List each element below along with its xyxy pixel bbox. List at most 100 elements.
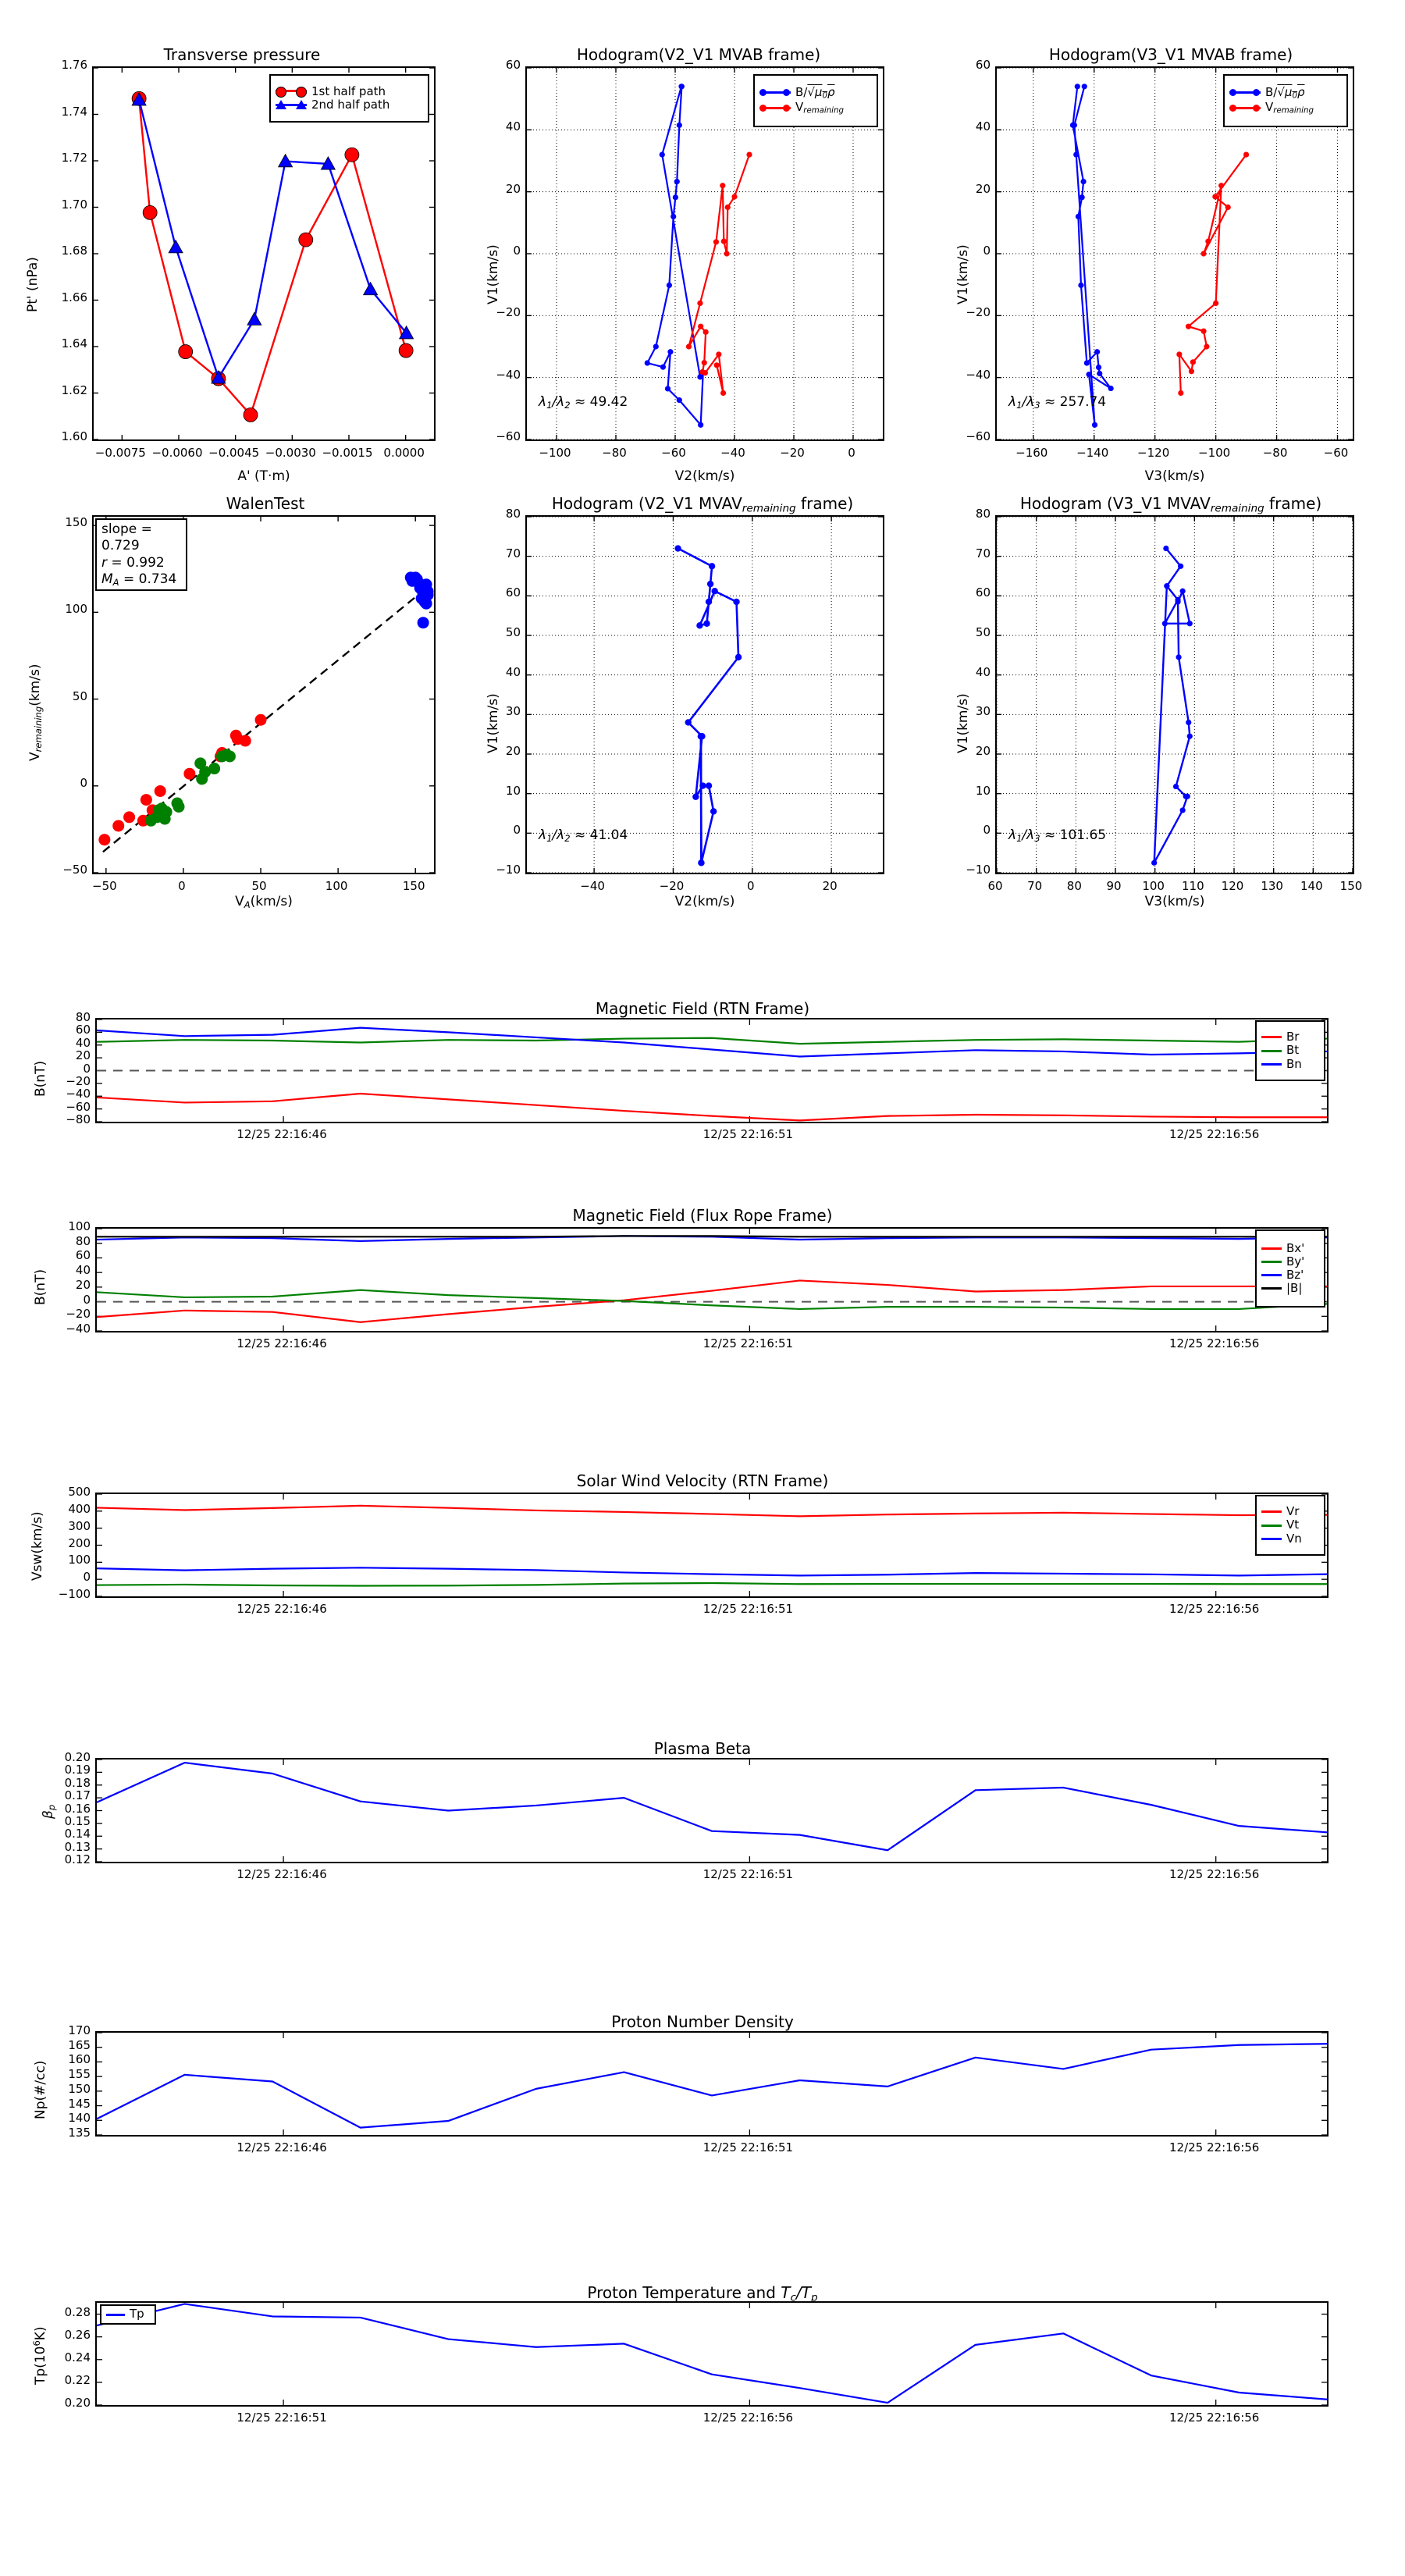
x-axis-label: V3(km/s) xyxy=(1144,894,1205,909)
legend-label: Bz' xyxy=(1286,1268,1304,1282)
x-tick-label: 12/25 22:16:51 xyxy=(702,1336,794,1350)
legend-vsw: Vr Vt Vn xyxy=(1255,1495,1325,1556)
legend-line xyxy=(1261,1537,1282,1540)
y-tick-label: 10 xyxy=(505,783,521,798)
legend-label: Tp xyxy=(130,2307,144,2322)
y-tick-label: 0.22 xyxy=(64,2372,91,2387)
legend-hodogram: B/√μ0ρ Vremaining xyxy=(1223,74,1348,127)
x-tick-label: 12/25 22:16:56 xyxy=(702,2411,794,2425)
x-tick-label: −140 xyxy=(1076,446,1109,460)
legend-line xyxy=(1261,1510,1282,1514)
legend-marker-triangle xyxy=(276,99,307,111)
x-tick-label: −80 xyxy=(602,446,627,460)
plot-area xyxy=(95,1227,1329,1332)
plot-area xyxy=(995,66,1354,441)
plot-area xyxy=(95,2301,1329,2407)
y-tick-label: 0.13 xyxy=(64,1839,91,1854)
legend-item-bt: Bt xyxy=(1261,1044,1319,1057)
y-tick-label: 70 xyxy=(975,546,991,560)
x-tick-label: 0.0000 xyxy=(383,446,425,460)
y-tick-label: −40 xyxy=(66,1322,91,1336)
y-tick-label: 100 xyxy=(65,602,87,617)
y-tick-label: 70 xyxy=(505,546,521,560)
x-tick-label: 120 xyxy=(1221,879,1244,893)
y-tick-label: 30 xyxy=(505,704,521,719)
legend-label: Vremaining xyxy=(1265,100,1314,116)
legend-item-vn: Vn xyxy=(1261,1532,1319,1546)
x-axis-label: V3(km/s) xyxy=(1144,468,1205,484)
legend-transverse-pressure: 1st half path 2nd half path xyxy=(269,74,429,123)
y-tick-label: 0.19 xyxy=(64,1763,91,1777)
panel-title: Magnetic Field (Flux Rope Frame) xyxy=(572,1206,833,1225)
x-tick-label: 12/25 22:16:46 xyxy=(237,1127,327,1141)
eigenvalue-ratio-annotation: λ1/λ2 ≈ 41.04 xyxy=(539,827,628,844)
legend-item-vr: Vr xyxy=(1261,1504,1319,1518)
y-tick-label: 0.14 xyxy=(64,1827,91,1841)
y-tick-label: 0 xyxy=(983,823,991,838)
x-tick-label: −0.0045 xyxy=(208,446,260,460)
eigenvalue-ratio-annotation: λ1/λ3 ≈ 257.74 xyxy=(1008,394,1107,411)
legend-line xyxy=(1261,1524,1282,1527)
legend-marker-line-dots xyxy=(1229,103,1261,114)
panel-title: Hodogram (V3_V1 MVAVremaining frame) xyxy=(1019,494,1322,515)
x-tick-label: −160 xyxy=(1016,446,1048,460)
eigenvalue-ratio-annotation: λ1/λ3 ≈ 101.65 xyxy=(1008,827,1107,844)
y-tick-label: 0 xyxy=(80,775,87,790)
y-tick-label: 0.20 xyxy=(64,1750,91,1764)
x-tick-label: 150 xyxy=(402,879,425,893)
plot-area xyxy=(525,66,884,441)
y-tick-label: 1.72 xyxy=(61,151,87,165)
legend-mag-fr: Bx' By' Bz' |B| xyxy=(1255,1229,1325,1308)
y-tick-label: −20 xyxy=(966,305,991,320)
legend-item-br: Br xyxy=(1261,1030,1319,1044)
y-tick-label: 100 xyxy=(68,1553,91,1567)
legend-item-bz: Bz' xyxy=(1261,1268,1319,1282)
legend-line xyxy=(1261,1062,1282,1066)
legend-label: B/√μ0ρ xyxy=(1265,84,1305,101)
slope-value: slope = 0.729 xyxy=(101,521,152,554)
legend-line xyxy=(1261,1260,1282,1263)
plot-svg xyxy=(527,67,883,440)
x-tick-label: 12/25 22:16:56 xyxy=(1168,1336,1260,1350)
legend-label: Vremaining xyxy=(795,100,844,116)
y-tick-label: 170 xyxy=(68,2023,91,2037)
legend-label: B/√μ0ρ xyxy=(795,84,835,101)
x-tick-label: −40 xyxy=(720,446,745,460)
y-tick-label: 50 xyxy=(72,688,87,703)
walen-stats-box: slope = 0.729 r = 0.992 MA = 0.734 xyxy=(95,518,187,592)
legend-line xyxy=(1261,1287,1282,1290)
legend-item-vt: Vt xyxy=(1261,1518,1319,1532)
y-tick-label: 20 xyxy=(975,744,991,758)
correlation-value: r = 0.992 xyxy=(101,554,165,571)
y-tick-label: 0.26 xyxy=(64,2327,91,2342)
x-tick-label: 12/25 22:16:56 xyxy=(1168,1602,1260,1616)
x-tick-label: 12/25 22:16:51 xyxy=(702,1602,794,1616)
y-tick-label: 0 xyxy=(513,244,521,258)
plot-svg xyxy=(96,1759,1328,1863)
y-tick-label: 140 xyxy=(68,2111,91,2126)
x-tick-label: 12/25 22:16:51 xyxy=(237,2411,327,2425)
x-tick-label: 12/25 22:16:46 xyxy=(237,2140,327,2154)
plot-svg xyxy=(96,2303,1328,2406)
y-tick-label: 1.68 xyxy=(61,244,87,258)
ratio-value: 101.65 xyxy=(1059,827,1107,843)
panel-title: Hodogram(V3_V1 MVAB frame) xyxy=(1048,45,1293,64)
y-tick-label: −20 xyxy=(66,1307,91,1322)
legend-item-second-half: 2nd half path xyxy=(276,98,423,112)
legend-line xyxy=(106,2313,125,2316)
legend-label: |B| xyxy=(1286,1281,1303,1296)
x-tick-label: 130 xyxy=(1261,879,1283,893)
y-tick-label: −60 xyxy=(496,429,521,443)
y-tick-label: 40 xyxy=(975,664,991,679)
legend-label: 1st half path xyxy=(311,84,386,98)
x-tick-label: −40 xyxy=(580,879,605,893)
y-tick-label: 40 xyxy=(75,1035,91,1050)
plot-area xyxy=(95,1018,1329,1123)
y-tick-label: 150 xyxy=(65,515,87,530)
x-tick-label: 140 xyxy=(1300,879,1323,893)
y-tick-label: −60 xyxy=(66,1099,91,1114)
legend-line xyxy=(1261,1274,1282,1277)
legend-label: Bt xyxy=(1286,1043,1300,1058)
x-tick-label: 12/25 22:16:56 xyxy=(1168,1127,1260,1141)
